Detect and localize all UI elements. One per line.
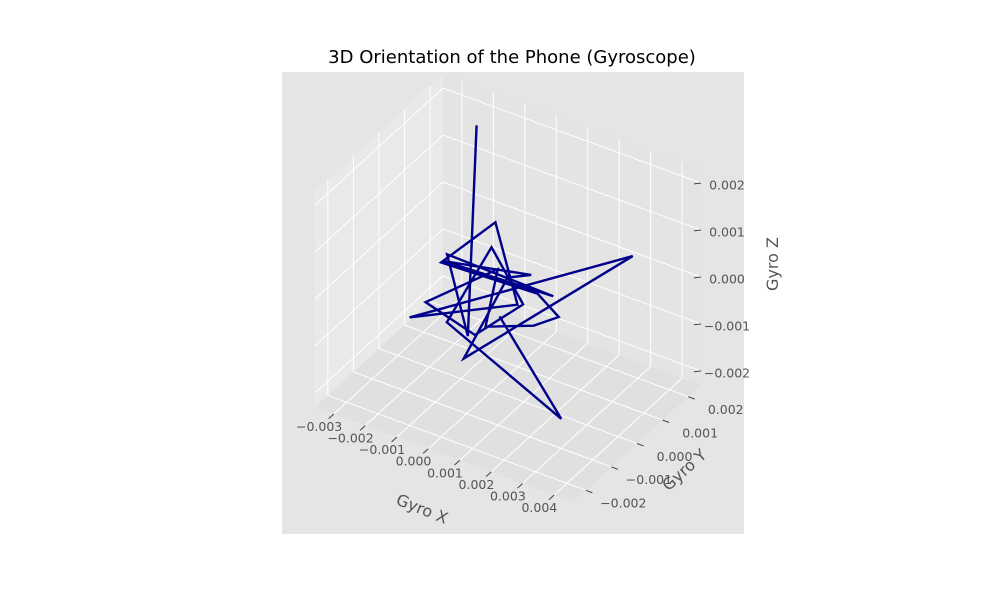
y-tick-label: 0.002 — [708, 402, 744, 417]
x-tick — [485, 471, 492, 477]
y-tick-label: 0.001 — [682, 425, 718, 440]
chart-title: 3D Orientation of the Phone (Gyroscope) — [328, 47, 696, 68]
z-grid-back — [442, 181, 702, 278]
gyro-trajectory-line — [409, 125, 634, 420]
x-tick-label: 0.002 — [459, 477, 495, 492]
x-tick — [454, 459, 461, 466]
y-tick — [636, 443, 644, 447]
y-tick-label: 0.000 — [657, 449, 693, 464]
x-tick-label: −0.002 — [327, 431, 373, 446]
y-tick-label: −0.002 — [600, 496, 646, 511]
x-tick — [391, 436, 398, 443]
x-tick — [517, 483, 523, 489]
x-tick — [548, 494, 555, 501]
x-tick-label: −0.003 — [296, 419, 342, 434]
z-grid-back — [442, 275, 702, 372]
series-layer — [409, 125, 634, 420]
z-tick — [693, 276, 702, 279]
y-tick-labels: −0.002 −0.001 0.000 0.001 0.002 — [600, 402, 743, 511]
z-grid-left — [314, 228, 444, 347]
z-grid-back — [442, 87, 702, 184]
z-tick — [693, 370, 702, 373]
x-tick — [422, 448, 429, 454]
z-grid-left — [314, 275, 444, 394]
z-tick-labels: 0.002 0.001 0.000 −0.001 −0.002 — [704, 178, 750, 381]
tick-marks — [328, 182, 702, 501]
y-tick — [688, 396, 695, 400]
z-tick — [693, 229, 702, 232]
y-grid-floor — [378, 348, 638, 444]
z-grid-left — [314, 87, 444, 206]
z-grid-left — [314, 134, 444, 253]
z-grid-back — [442, 134, 702, 231]
x-tick-label: 0.003 — [490, 488, 526, 503]
y-tick — [611, 466, 619, 470]
x-tick — [328, 413, 335, 420]
x-tick — [359, 425, 366, 431]
y-grid-floor — [327, 394, 586, 491]
z-tick — [693, 182, 702, 185]
grid-lines — [314, 80, 702, 496]
z-axis-label: Gyro Z — [763, 237, 782, 291]
z-grid-left — [314, 181, 444, 300]
y-grid-floor — [430, 301, 689, 398]
x-tick-label: 0.001 — [427, 465, 463, 480]
y-tick — [662, 419, 670, 423]
z-grid-back — [442, 228, 702, 325]
z-tick-label: 0.000 — [709, 272, 745, 287]
z-tick-label: −0.001 — [704, 318, 750, 333]
z-tick-label: −0.002 — [704, 365, 750, 380]
z-tick-label: 0.002 — [709, 178, 745, 193]
y-grid-floor — [353, 371, 612, 468]
x-tick-label: 0.000 — [396, 454, 432, 469]
z-tick — [693, 323, 702, 326]
x-tick-labels: −0.003−0.002−0.0010.0000.0010.0020.0030.… — [296, 419, 557, 515]
y-tick — [585, 489, 593, 494]
y-tick-label: −0.001 — [626, 472, 672, 487]
x-tick-label: 0.004 — [521, 500, 557, 515]
z-tick-label: 0.001 — [709, 225, 745, 240]
x-tick-label: −0.001 — [359, 442, 405, 457]
